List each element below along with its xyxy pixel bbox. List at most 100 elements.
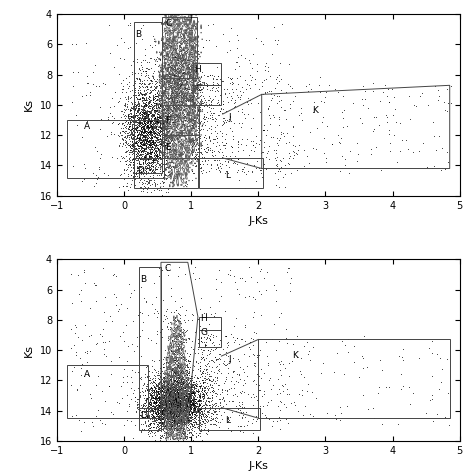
Point xyxy=(137,146,144,154)
Point xyxy=(209,392,216,399)
Point xyxy=(137,130,144,137)
Point xyxy=(195,396,202,404)
Point xyxy=(149,96,156,103)
Point xyxy=(195,387,203,394)
Point xyxy=(203,161,211,168)
Point xyxy=(127,162,134,169)
Point xyxy=(129,317,137,325)
Point xyxy=(152,122,160,129)
Y-axis label: Ks: Ks xyxy=(24,99,34,111)
Point xyxy=(155,396,163,404)
Point xyxy=(149,99,157,106)
Point xyxy=(165,404,173,411)
Point xyxy=(183,403,191,411)
Point xyxy=(160,377,167,384)
Point xyxy=(275,337,283,345)
Point xyxy=(227,427,235,435)
Point xyxy=(398,370,405,378)
Point xyxy=(100,80,107,87)
Point xyxy=(184,85,192,93)
Point xyxy=(175,390,182,398)
Point xyxy=(177,391,185,398)
Point xyxy=(190,414,198,422)
Point xyxy=(125,402,133,410)
Point xyxy=(187,400,194,408)
Point xyxy=(169,419,177,427)
Point xyxy=(202,390,210,397)
Point xyxy=(161,78,168,85)
Point xyxy=(164,408,171,416)
Point xyxy=(142,94,150,101)
Point xyxy=(159,400,167,407)
Point xyxy=(184,398,191,406)
Point xyxy=(191,395,198,403)
Point xyxy=(186,391,194,398)
Point xyxy=(150,383,158,391)
Point xyxy=(146,152,153,160)
Point xyxy=(178,410,185,417)
Point xyxy=(150,387,157,394)
Point xyxy=(279,382,286,390)
Point xyxy=(137,135,145,142)
Point xyxy=(181,55,188,63)
Point xyxy=(196,148,203,156)
Point xyxy=(268,336,275,343)
Point xyxy=(173,407,181,414)
Point xyxy=(167,422,174,430)
Point xyxy=(110,270,118,277)
Point xyxy=(172,155,180,163)
Point xyxy=(170,365,177,372)
Point xyxy=(186,387,193,395)
Point xyxy=(430,163,438,170)
Point xyxy=(168,410,176,418)
Point xyxy=(142,129,150,137)
Point xyxy=(201,392,208,400)
Point xyxy=(140,136,147,143)
Point xyxy=(165,35,173,42)
Point xyxy=(167,399,175,407)
Point xyxy=(173,419,181,427)
Point xyxy=(260,370,268,377)
Point xyxy=(141,127,148,134)
Point xyxy=(152,387,160,394)
Point xyxy=(167,414,174,422)
Point xyxy=(178,345,186,353)
Point xyxy=(176,400,183,407)
Point xyxy=(149,74,156,82)
Point xyxy=(183,349,191,356)
Point xyxy=(172,66,179,73)
Point xyxy=(173,97,181,104)
Point xyxy=(166,398,173,405)
Point xyxy=(142,384,150,392)
Point xyxy=(177,412,185,419)
Point xyxy=(194,406,202,413)
Point xyxy=(146,420,154,428)
Point xyxy=(137,119,145,127)
Point xyxy=(206,347,214,355)
Point xyxy=(209,357,217,365)
Point xyxy=(180,91,188,98)
Point xyxy=(157,388,165,396)
Point xyxy=(149,132,156,140)
Point xyxy=(162,136,170,144)
Point xyxy=(178,388,185,396)
Point xyxy=(143,67,150,75)
Point xyxy=(275,165,283,173)
Point xyxy=(177,384,184,392)
Point xyxy=(225,416,233,424)
Point xyxy=(174,372,182,379)
Point xyxy=(178,419,185,426)
Point xyxy=(226,152,233,160)
Point xyxy=(179,407,187,415)
Point xyxy=(210,379,218,387)
Point xyxy=(313,124,321,132)
Point xyxy=(187,420,194,428)
Point xyxy=(189,80,197,87)
Point xyxy=(123,74,130,82)
Point xyxy=(143,164,151,172)
Point xyxy=(153,113,161,120)
Point xyxy=(212,421,220,429)
Point xyxy=(169,405,176,413)
Point xyxy=(164,174,171,182)
Point xyxy=(182,129,190,137)
